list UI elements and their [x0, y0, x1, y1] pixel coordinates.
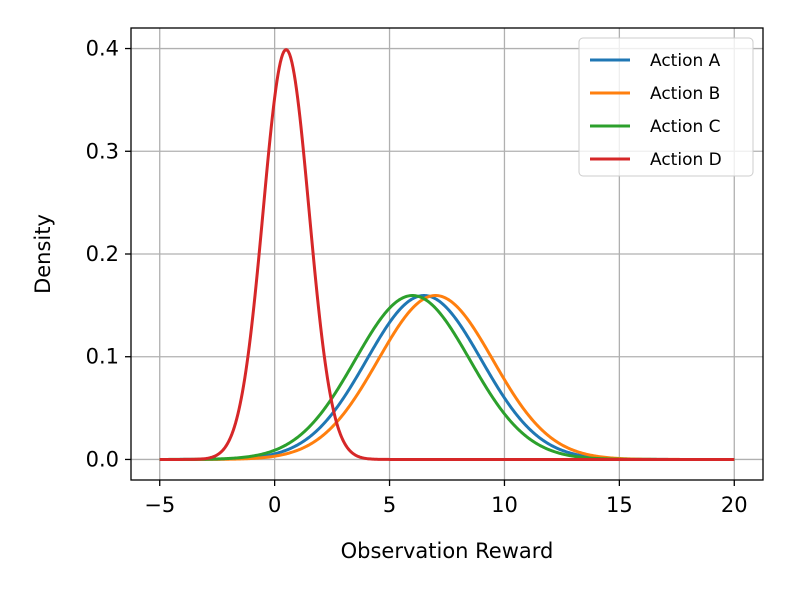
x-tick-label: 10 [491, 493, 518, 517]
x-tick-label: 15 [606, 493, 633, 517]
ticks: −5 0 5 10 15 20 0.0 0.1 0.2 0.3 0.4 [86, 37, 748, 517]
x-tick-label: 5 [383, 493, 396, 517]
x-tick-label: 0 [268, 493, 281, 517]
legend: Action A Action B Action C Action D [578, 37, 754, 177]
y-tick-label: 0.2 [86, 242, 119, 266]
y-tick-label: 0.1 [86, 345, 119, 369]
x-tick-label: 20 [721, 493, 748, 517]
series-line-action-d [159, 48, 735, 461]
legend-label: Action C [650, 117, 721, 137]
y-tick-label: 0.3 [86, 139, 119, 163]
legend-label: Action A [650, 51, 721, 71]
x-axis-label: Observation Reward [341, 539, 554, 563]
y-tick-label: 0.4 [86, 37, 119, 61]
x-tick-label: −5 [144, 493, 175, 517]
series-lines [159, 48, 735, 461]
legend-label: Action D [650, 150, 722, 170]
y-axis-label: Density [31, 214, 55, 294]
legend-box [578, 37, 754, 177]
y-tick-label: 0.0 [86, 447, 119, 471]
legend-label: Action B [650, 84, 720, 104]
